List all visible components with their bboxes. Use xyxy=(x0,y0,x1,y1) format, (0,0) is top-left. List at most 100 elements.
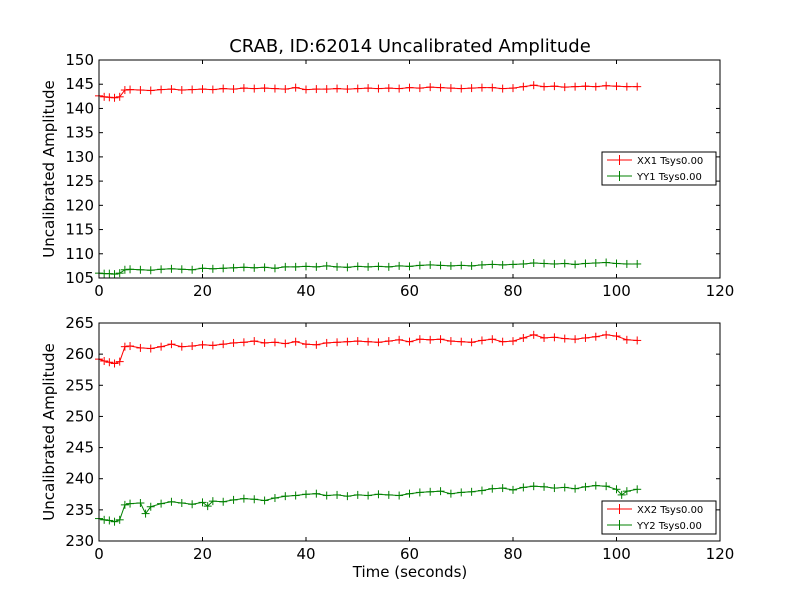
bottom-series-0-point xyxy=(540,333,549,342)
top-series-0-point xyxy=(281,85,290,94)
top-series-0-point xyxy=(136,86,145,95)
top-series-1-point xyxy=(302,262,310,271)
top-series-0-point xyxy=(302,85,310,94)
top-x-tick-label: 120 xyxy=(706,282,735,300)
top-series-1-point xyxy=(126,265,135,274)
bottom-series-1-point xyxy=(208,497,217,506)
bottom-legend-label-yy2: YY2 Tsys0.00 xyxy=(636,521,702,532)
bottom-legend-box xyxy=(601,500,717,535)
top-series-0-point xyxy=(126,85,135,94)
bottom-series-0-point xyxy=(270,338,279,347)
bottom-series-1-point xyxy=(146,502,155,511)
top-series-0-point xyxy=(571,82,580,91)
top-series-0-point xyxy=(110,93,119,102)
top-x-tick-label: 100 xyxy=(602,282,631,300)
top-series-0-point xyxy=(467,84,476,93)
top-series-0-point xyxy=(177,86,186,95)
chart-title: CRAB, ID:62014 Uncalibrated Amplitude xyxy=(229,36,591,57)
bottom-series-0-point xyxy=(333,338,342,347)
bottom-series-1-point xyxy=(100,515,109,524)
top-series-0-point xyxy=(540,82,549,91)
top-series-0-point xyxy=(188,85,197,94)
top-series-1-point xyxy=(312,262,321,271)
top-series-0-point xyxy=(426,83,435,92)
top-series-1-point xyxy=(281,262,290,271)
bottom-x-tick-label: 0 xyxy=(94,545,104,563)
bottom-series-1-point xyxy=(581,482,590,491)
bottom-series-0-point xyxy=(467,338,476,347)
top-series-0-point xyxy=(436,83,445,92)
bottom-series-1-point xyxy=(617,490,626,499)
top-series-0-point xyxy=(457,84,466,93)
top-series-0-point xyxy=(581,82,590,91)
bottom-plot-ticks: 0 20 40 60 80 100 120 230 235 240 245 250 255 260 265 xyxy=(65,314,734,563)
bottom-series-1-point xyxy=(333,490,342,499)
top-series-1-point xyxy=(415,261,424,270)
bottom-series-1-point xyxy=(633,485,642,494)
bottom-series-0-point xyxy=(581,333,590,342)
bottom-series-0-point xyxy=(322,338,331,347)
top-legend: XX1 Tsys0.00 YY1 Tsys0.00 xyxy=(601,151,717,186)
top-y-axis-label: Uncalibrated Amplitude xyxy=(40,80,58,257)
top-series-0-point xyxy=(498,84,507,93)
bottom-series-1-point xyxy=(177,499,186,508)
top-y-tick-label: 130 xyxy=(65,148,94,166)
top-legend-label-yy1: YY1 Tsys0.00 xyxy=(636,172,702,183)
bottom-series-1-point xyxy=(467,487,476,496)
top-y-tick-label: 115 xyxy=(65,221,94,239)
bottom-series-1-point xyxy=(591,481,600,490)
bottom-series-0-point xyxy=(250,337,259,346)
bottom-subplot: 0 20 40 60 80 100 120230235240245250255260265 … xyxy=(40,314,734,581)
bottom-series-1-point xyxy=(622,487,631,496)
top-series-0-point xyxy=(343,85,352,94)
bottom-series-1-point xyxy=(105,516,114,525)
top-series-1-point xyxy=(157,265,166,274)
top-series-1-point xyxy=(509,260,517,269)
bottom-series-1-point xyxy=(519,483,528,492)
top-series-0-point xyxy=(167,85,176,94)
bottom-series-0-point xyxy=(353,337,362,346)
bottom-series-0-point xyxy=(405,337,414,346)
top-series-0-point xyxy=(198,85,207,94)
top-series-1-point xyxy=(146,266,155,275)
top-series-0-point xyxy=(591,82,600,91)
bottom-y-tick-label: 255 xyxy=(65,376,94,394)
top-series-1-point xyxy=(446,261,455,270)
top-series-0-point xyxy=(560,83,569,92)
bottom-y-tick-label: 230 xyxy=(65,532,94,550)
top-y-tick-label: 105 xyxy=(65,269,94,287)
top-y-tick-label: 145 xyxy=(65,75,94,93)
bottom-y-tick-label: 260 xyxy=(65,345,94,363)
bottom-series-0-point xyxy=(177,342,186,351)
top-series-1-point xyxy=(322,261,331,270)
bottom-series-0-point xyxy=(374,338,383,347)
top-series-1-point xyxy=(364,262,373,271)
top-x-tick-label: 0 xyxy=(94,282,104,300)
top-series-0-point xyxy=(446,84,455,93)
top-series-1-point xyxy=(540,259,549,268)
bottom-series-1-point xyxy=(312,489,321,498)
bottom-series-1-point xyxy=(550,484,559,493)
bottom-series-0-point xyxy=(146,344,155,353)
top-series-1-point xyxy=(384,262,393,271)
top-series-0-point xyxy=(312,85,321,94)
top-series-1-point xyxy=(426,260,435,269)
top-x-tick-label: 40 xyxy=(296,282,315,300)
top-series-0-point xyxy=(333,84,342,93)
bottom-series-0-point xyxy=(446,337,455,346)
top-series-0-point xyxy=(364,84,373,93)
x-axis-label: Time (seconds) xyxy=(352,563,468,581)
top-series-0-point xyxy=(250,84,259,93)
top-series-1-point xyxy=(550,259,559,268)
top-series-1-point xyxy=(457,261,466,270)
top-series-0-point xyxy=(229,85,238,94)
top-series-1-point xyxy=(136,265,145,274)
top-series-0-point xyxy=(477,83,486,92)
top-plot-ticks: 0 20 40 60 80 100 120 105 110 115 120 125 130 135 140 1… xyxy=(65,51,734,300)
top-series-0-point xyxy=(612,82,621,91)
bottom-series-1-point xyxy=(509,485,517,494)
bottom-series-1-point xyxy=(203,502,212,511)
bottom-series-1-point xyxy=(270,494,279,503)
bottom-series-1-point xyxy=(115,515,124,524)
